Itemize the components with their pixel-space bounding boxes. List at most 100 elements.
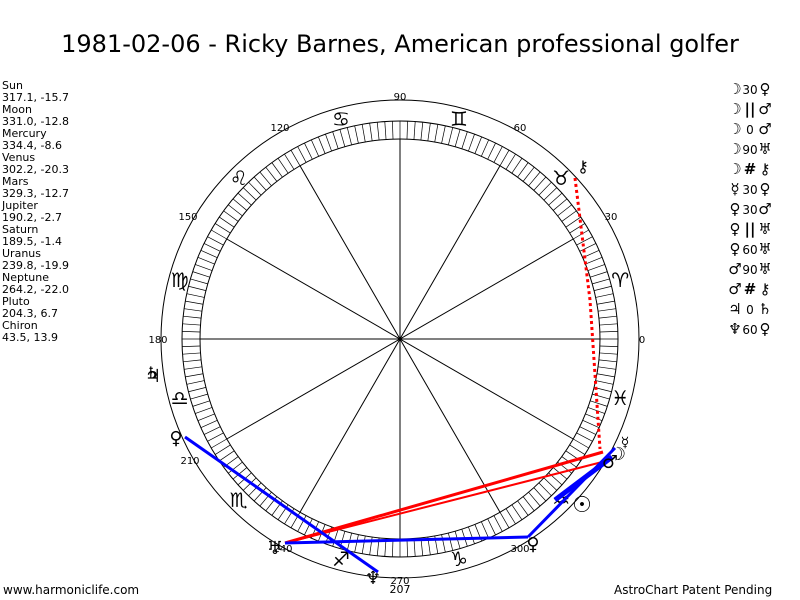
- degree-tick: [242, 477, 257, 491]
- degree-tick: [481, 139, 489, 157]
- aspect-row: ☽ 0 ♂: [728, 120, 772, 140]
- degree-tick: [599, 331, 618, 333]
- degree-tick: [290, 150, 301, 166]
- zodiac-sign-icon: ♎: [171, 386, 189, 410]
- aspect-row: ♀ || ♅: [728, 220, 772, 240]
- degree-tick: [448, 532, 454, 551]
- aspect-planet-1: ♂: [728, 260, 742, 278]
- degree-tick: [184, 366, 202, 370]
- degree-tick: [361, 535, 366, 554]
- degree-tick: [188, 387, 207, 393]
- degree-tick: [304, 142, 313, 160]
- degree-tick: [448, 127, 454, 146]
- aspect-planet-1: ♂: [728, 280, 742, 298]
- aspect-type: 0: [746, 123, 754, 137]
- aspect-row: ☽30 ♀: [728, 80, 772, 100]
- degree-label: 120: [270, 123, 289, 134]
- planet-name-uranus: Uranus: [2, 247, 41, 260]
- degree-tick: [259, 171, 272, 187]
- degree-tick: [192, 400, 210, 407]
- planet-coords-pluto: 204.3, 6.7: [2, 307, 58, 320]
- planet-coords-mars: 329.3, -12.7: [2, 187, 69, 200]
- degree-tick: [232, 467, 248, 480]
- planet-name-sun: Sun: [2, 79, 23, 92]
- degree-tick: [505, 508, 516, 525]
- degree-label: 90: [394, 92, 407, 103]
- degree-tick: [277, 158, 289, 174]
- degree-tick: [190, 278, 208, 285]
- planet-name-neptune: Neptune: [2, 271, 50, 284]
- degree-tick: [474, 136, 482, 154]
- aspect-planet-1: ♆: [728, 320, 742, 338]
- degree-tick: [248, 181, 262, 196]
- degree-label: 300: [510, 544, 529, 555]
- aspect-planet-2: ♅: [758, 140, 772, 158]
- aspect-planet-2: ♂: [758, 120, 772, 138]
- degree-tick: [573, 438, 589, 449]
- aspect-line-dotted: [573, 177, 602, 450]
- aspect-planet-1: ☿: [730, 180, 740, 198]
- degree-tick: [517, 162, 529, 178]
- aspect-planet-1: ♀: [729, 220, 741, 238]
- degree-tick: [552, 198, 568, 211]
- planet-name-pluto: Pluto: [2, 295, 30, 308]
- zodiac-sign-icon: ♑: [450, 547, 468, 571]
- website-link[interactable]: www.harmoniclife.com: [3, 583, 140, 597]
- degree-tick: [325, 134, 332, 152]
- degree-tick: [232, 198, 248, 211]
- degree-tick: [590, 400, 608, 407]
- degree-tick: [182, 345, 201, 347]
- zodiac-sign-icon: ♓: [611, 386, 629, 410]
- degree-tick: [565, 216, 581, 228]
- degree-tick: [219, 450, 235, 462]
- uranus-icon: ♅: [267, 538, 283, 559]
- zodiac-sign-icon: ♍: [171, 268, 189, 292]
- chart-title: 1981-02-06 - Ricky Barnes, American prof…: [61, 30, 739, 58]
- planet-name-saturn: Saturn: [2, 223, 39, 236]
- degree-tick: [192, 271, 210, 278]
- degree-tick: [468, 526, 475, 544]
- planet-coords-neptune: 264.2, -22.0: [2, 283, 69, 296]
- planet-name-venus: Venus: [2, 151, 36, 164]
- degree-tick: [434, 124, 439, 143]
- degree-tick: [361, 124, 366, 143]
- degree-tick: [203, 243, 221, 252]
- degree-tick: [576, 432, 593, 442]
- degree-tick: [211, 229, 227, 240]
- degree-tick: [481, 521, 489, 539]
- sun-icon: ☉: [572, 493, 592, 518]
- zodiac-sign-icon: ♋: [332, 107, 350, 131]
- planet-name-chiron: Chiron: [2, 319, 38, 332]
- planet-coords-mercury: 334.4, -8.6: [2, 139, 62, 152]
- aspect-planet-1: ☽: [728, 100, 742, 118]
- degree-tick: [185, 373, 204, 378]
- aspect-line-blue: [553, 455, 614, 502]
- degree-tick: [493, 515, 503, 532]
- degree-tick: [186, 293, 205, 298]
- degree-tick: [596, 373, 615, 378]
- aspect-type: 90: [742, 263, 758, 277]
- planet-name-mercury: Mercury: [2, 127, 47, 140]
- degree-tick: [576, 236, 593, 246]
- aspect-type: 30: [742, 83, 758, 97]
- degree-tick: [207, 432, 224, 442]
- degree-tick: [598, 366, 616, 370]
- degree-tick: [227, 204, 243, 217]
- aspect-type: 90: [742, 143, 758, 157]
- degree-tick: [587, 264, 605, 271]
- zodiac-sign-icon: ♌: [230, 166, 248, 190]
- degree-tick: [522, 166, 535, 182]
- zodiac-sign-icon: ♏: [230, 488, 248, 512]
- aspect-type: 60: [742, 323, 758, 337]
- degree-tick: [599, 352, 618, 355]
- planet-name-jupiter: Jupiter: [2, 199, 38, 212]
- degree-tick: [392, 538, 394, 557]
- degree-tick: [468, 134, 475, 152]
- aspect-planet-2: ♂: [758, 100, 772, 118]
- aspect-planet-1: ☽: [728, 140, 742, 158]
- degree-tick: [505, 153, 516, 170]
- moon-icon: ☽: [610, 444, 626, 465]
- degree-tick: [227, 461, 243, 474]
- aspect-row: ♀ 60♅: [728, 240, 772, 260]
- degree-tick: [346, 127, 352, 146]
